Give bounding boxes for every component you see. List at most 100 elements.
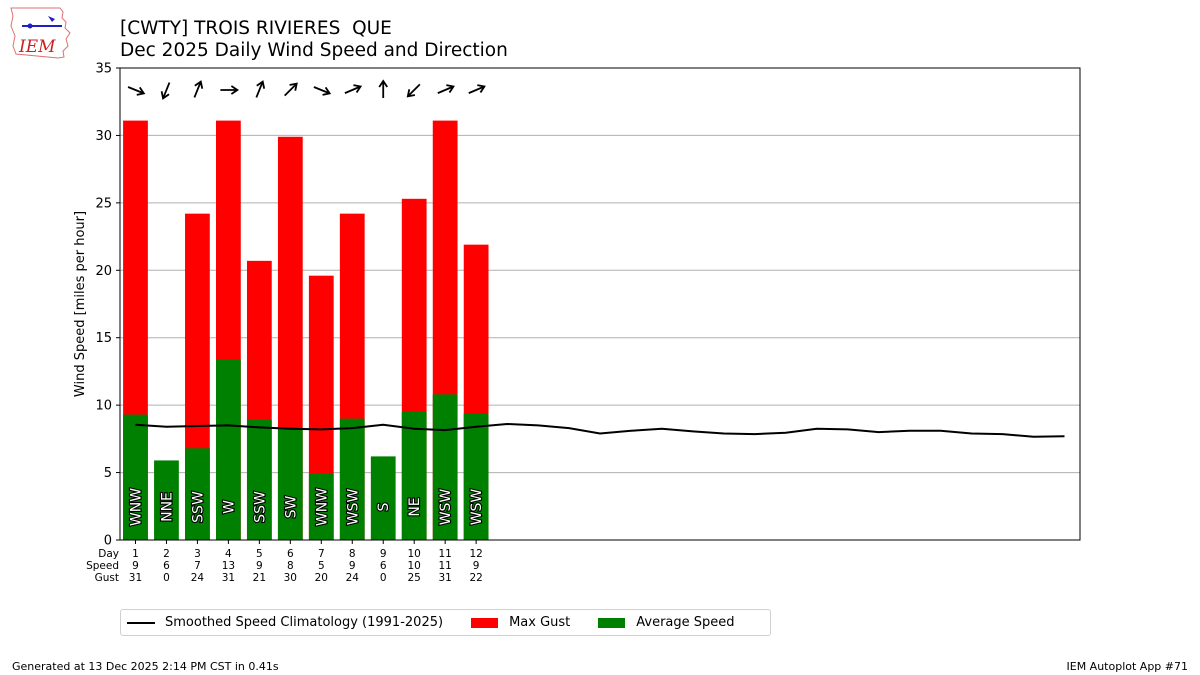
arrow-shaft: [344, 86, 360, 94]
arrow-shaft: [162, 82, 171, 98]
direction-label: WNW: [314, 488, 330, 526]
arrow-head: [136, 86, 146, 96]
legend-label-gust: Max Gust: [509, 615, 571, 630]
x-table-value: 5: [256, 548, 263, 560]
direction-arrows: [127, 79, 486, 100]
direction-arrow: [468, 84, 486, 94]
arrow-head: [289, 82, 298, 91]
legend-gust-swatch: [471, 617, 499, 628]
x-table-value: 10: [408, 548, 421, 560]
x-table-value: 9: [132, 560, 139, 572]
chart-title: [CWTY] TROIS RIVIERES QUE: [120, 18, 392, 39]
arrow-shaft: [193, 82, 202, 98]
arrow-head: [256, 80, 266, 89]
avg-speed-bar: [308, 473, 334, 540]
x-table-value: 6: [287, 548, 294, 560]
x-table-value: 24: [191, 572, 205, 584]
x-table-value: 8: [349, 548, 356, 560]
x-table-value: 4: [225, 548, 232, 560]
y-tick-label: 5: [104, 466, 112, 481]
plot-frame: [119, 67, 1081, 541]
y-tick-label: 20: [95, 264, 112, 279]
arrow-head: [406, 89, 416, 98]
x-table-value: 7: [318, 548, 325, 560]
direction-arrow: [406, 83, 421, 98]
x-table-value: 11: [438, 548, 451, 560]
x-table-value: 24: [346, 572, 360, 584]
arrow-head: [446, 84, 455, 94]
x-table-value: 20: [315, 572, 328, 584]
x-table-value: 0: [380, 572, 387, 584]
arrow-head: [322, 86, 332, 96]
footer-generated: Generated at 13 Dec 2025 2:14 PM CST in …: [12, 660, 279, 673]
y-tick-label: 25: [95, 196, 112, 211]
x-table-value: 13: [222, 560, 235, 572]
y-tick-label: 0: [104, 534, 112, 549]
footer-app-id: IEM Autoplot App #71: [1066, 660, 1189, 673]
direction-arrow: [255, 80, 266, 98]
arrow-shaft: [127, 86, 144, 94]
x-table-value: 9: [349, 560, 356, 572]
avg-speed-bar: [246, 419, 272, 540]
arrow-shaft: [407, 83, 421, 97]
arrow-head: [477, 84, 486, 94]
x-table-value: 2: [163, 548, 170, 560]
avg-speed-bar: [432, 394, 458, 540]
direction-arrow: [220, 85, 240, 95]
x-table-value: 11: [438, 560, 451, 572]
direction-label: WSW: [438, 489, 454, 526]
x-table-value: 6: [380, 560, 387, 572]
x-table-value: 9: [380, 548, 387, 560]
x-table-value: 30: [284, 572, 297, 584]
direction-label: W: [221, 500, 237, 514]
x-table-value: 3: [194, 548, 201, 560]
avg-speed-bar: [185, 448, 210, 540]
arrow-head: [378, 79, 388, 88]
avg-speed-bar: [339, 418, 365, 540]
avg-speed-bar: [216, 359, 241, 540]
arrow-head: [230, 85, 240, 95]
legend-item-average: Average Speed: [598, 615, 735, 630]
iem-logo: IEM: [10, 7, 71, 59]
x-table-value: 8: [287, 560, 294, 572]
chart-subtitle: Dec 2025 Daily Wind Speed and Direction: [120, 40, 508, 61]
direction-arrow: [160, 82, 171, 100]
direction-label: WSW: [345, 489, 361, 526]
avg-speed-bar: [154, 460, 179, 540]
x-table-value: 31: [222, 572, 235, 584]
legend-label-climatology: Smoothed Speed Climatology (1991-2025): [165, 615, 444, 630]
x-table-value: 21: [253, 572, 266, 584]
legend-line-swatch: [127, 621, 155, 624]
x-table-value: 12: [469, 548, 482, 560]
direction-label: NE: [407, 497, 423, 516]
direction-label: SW: [283, 495, 299, 518]
x-table-row-label: Speed: [86, 560, 119, 572]
direction-label: WNW: [128, 488, 144, 526]
x-table-value: 5: [318, 560, 325, 572]
arrow-head: [353, 84, 363, 94]
direction-arrow: [313, 86, 332, 96]
legend-item-gust: Max Gust: [471, 615, 570, 630]
arrow-shaft: [255, 82, 264, 98]
avg-speed-bar: [401, 411, 427, 540]
direction-label: S: [376, 502, 392, 511]
x-table-value: 1: [132, 548, 139, 560]
x-table-row-label: Gust: [95, 572, 119, 584]
x-table-value: 25: [408, 572, 421, 584]
direction-label: SSW: [252, 491, 268, 523]
avg-speed-bar: [123, 414, 148, 540]
climatology-line: [135, 422, 1065, 438]
y-tick-label: 30: [95, 129, 112, 144]
direction-arrow: [378, 79, 388, 98]
bars: [123, 120, 489, 541]
arrow-shaft: [284, 83, 297, 97]
legend-item-climatology: Smoothed Speed Climatology (1991-2025): [127, 615, 443, 630]
direction-arrow: [344, 84, 363, 94]
direction-label: SSW: [190, 491, 206, 523]
direction-labels: WNW NNE SSW W SSW SW WNW WSW S NE WSW WSW: [127, 487, 486, 528]
x-table-value: 9: [256, 560, 263, 572]
direction-arrow: [284, 82, 298, 97]
direction-label: NNE: [159, 492, 175, 522]
y-tick-label: 35: [95, 62, 112, 77]
y-axis-label: Wind Speed [miles per hour]: [73, 211, 88, 397]
